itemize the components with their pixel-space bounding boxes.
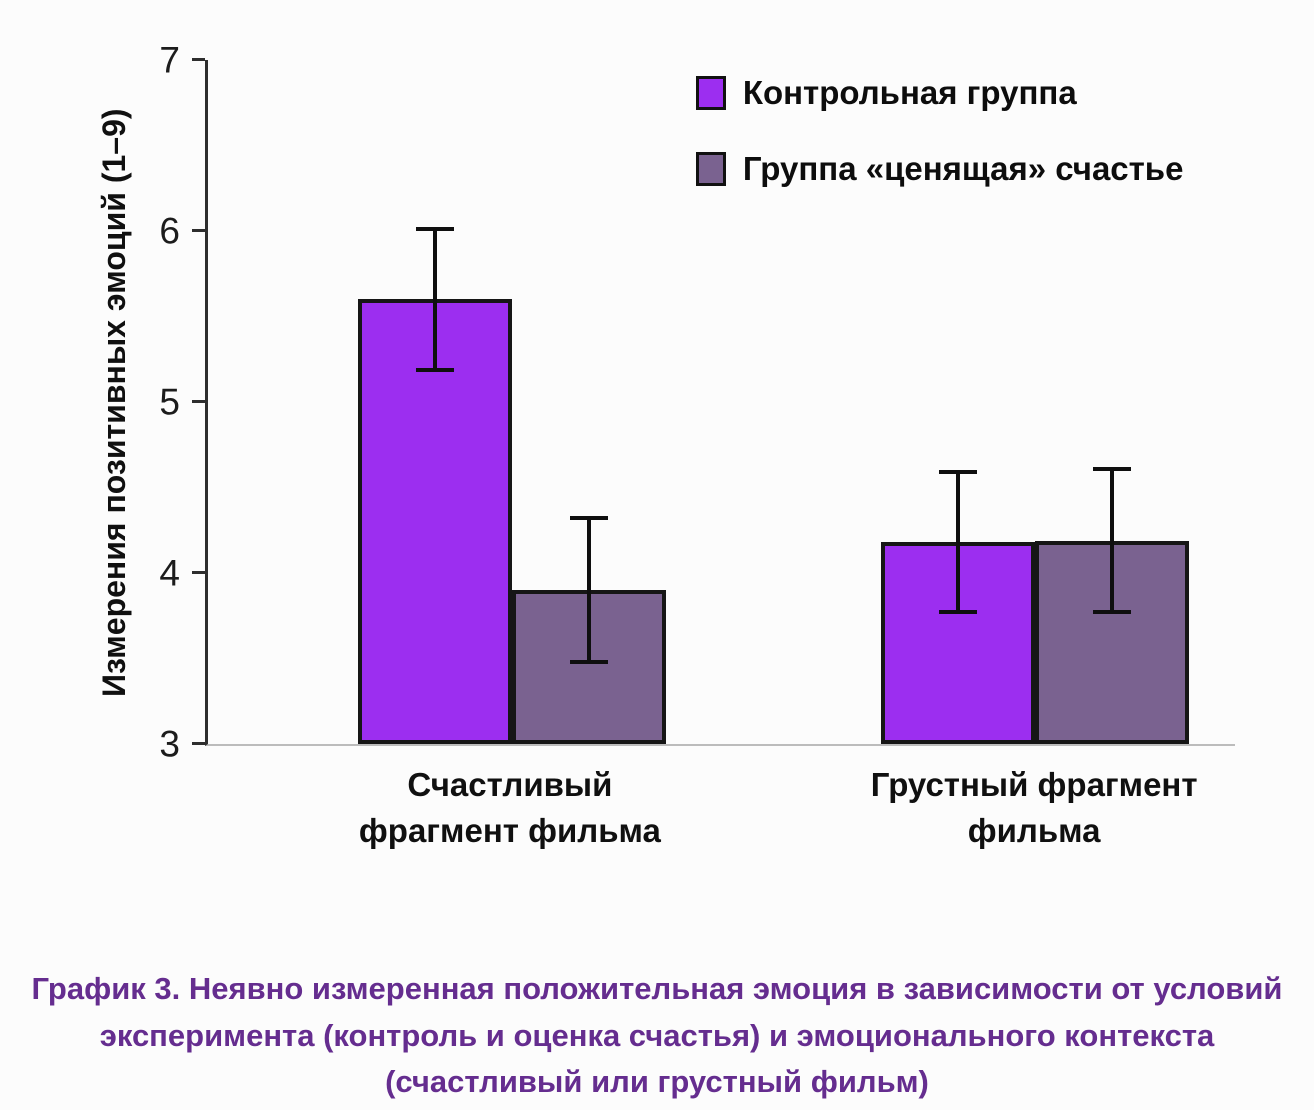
y-tick-label: 7 [159,39,180,81]
error-bar-cap [1092,466,1131,471]
plot-area: Контрольная группа Группа «ценящая» счаст… [159,42,1235,763]
legend: Контрольная группа Группа «ценящая» счаст… [695,74,1184,188]
y-tick-label: 6 [159,210,180,252]
error-bar-cap [570,659,609,664]
figure-caption: График 3. Неявно измеренная положительна… [31,971,1283,1099]
y-tick-label: 5 [159,381,180,423]
y-tick-mark [192,571,205,574]
y-tick-label: 3 [159,723,180,765]
legend-label: Группа «ценящая» счастье [742,150,1184,187]
y-tick-mark [192,58,205,61]
x-category-label: Грустный фрагмент фильма [870,766,1198,850]
y-tick-mark [192,742,205,745]
legend-swatch [695,152,726,186]
x-axis-labels: Счастливый фрагмент фильма Грустный фрагм… [205,762,1235,882]
error-bar-cap [938,470,977,475]
legend-item: Контрольная группа [695,74,1184,112]
error-bar-cap [570,516,609,521]
bar-control-group1 [357,299,512,744]
y-tick-mark [192,400,205,403]
error-bar [955,472,960,613]
legend-item: Группа «ценящая» счастье [695,150,1184,188]
error-bar [1109,468,1114,613]
error-bar-cap [415,367,454,372]
bar-valuing-group2 [1034,540,1189,744]
error-bar-cap [1092,610,1131,615]
legend-swatch [695,76,726,110]
legend-label: Контрольная группа [742,74,1077,111]
y-tick-label: 4 [159,552,180,594]
error-bar-cap [415,227,454,232]
error-bar [432,229,437,370]
error-bar [587,518,592,662]
x-category-label: Счастливый фрагмент фильма [358,766,661,850]
error-bar-cap [938,610,977,615]
y-tick-mark [192,229,205,232]
